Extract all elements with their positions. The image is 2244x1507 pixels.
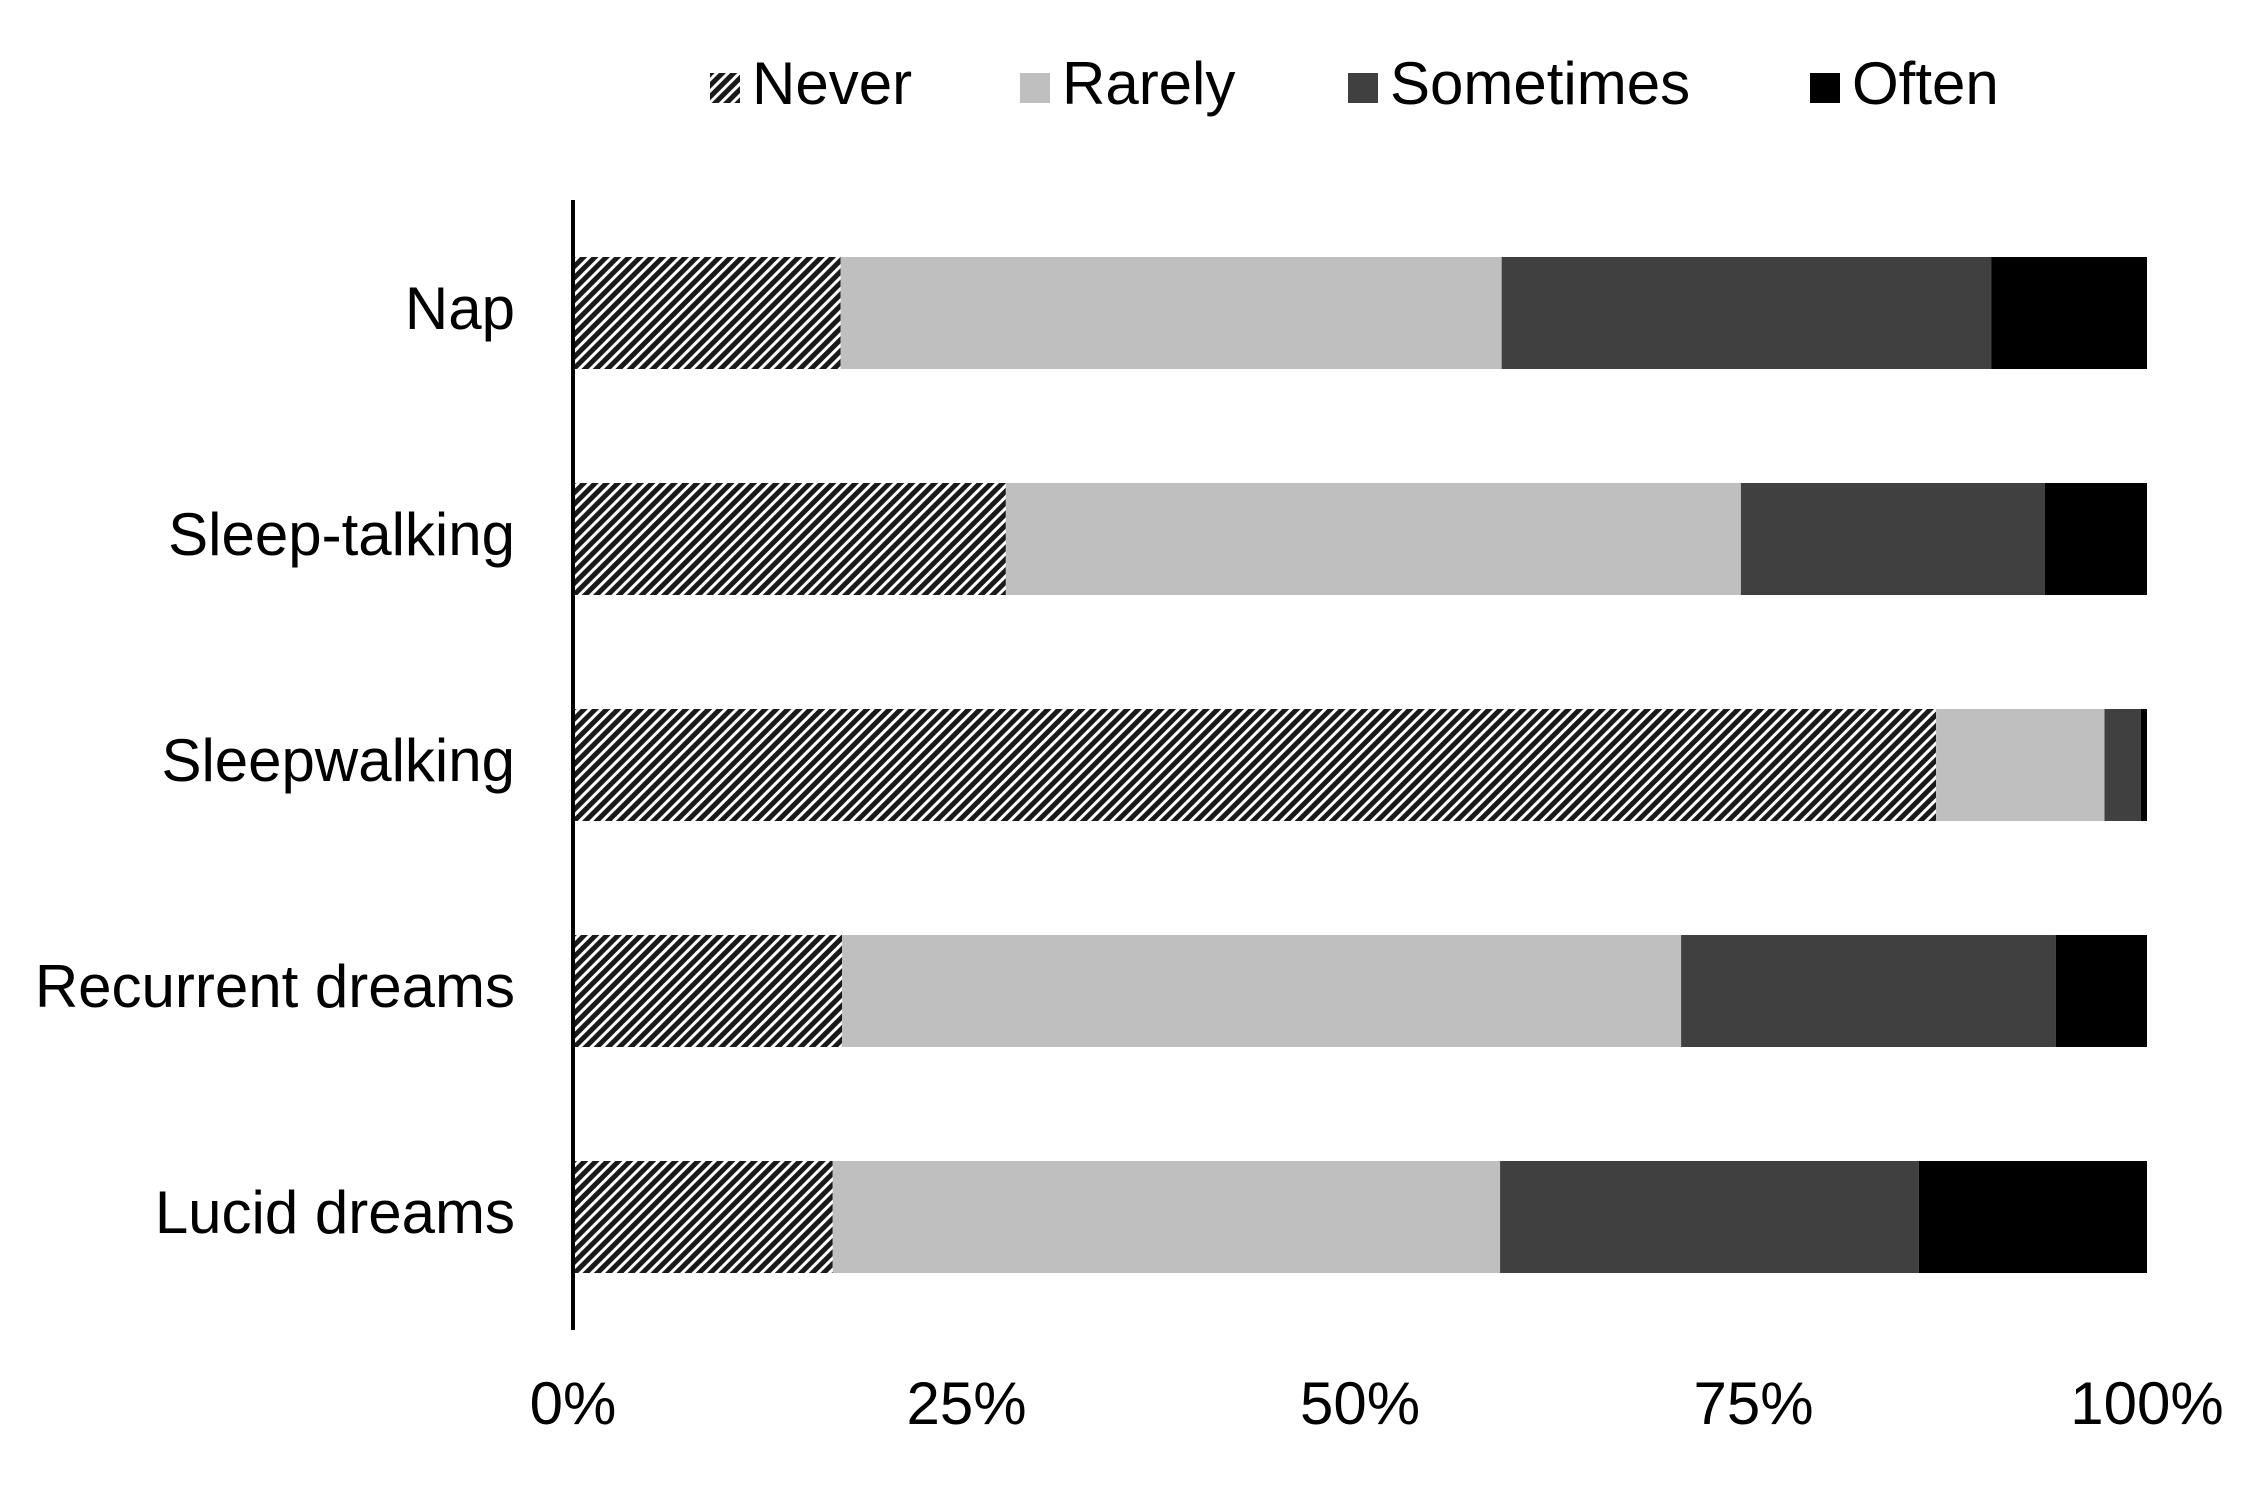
bar-segment-lucid-dreams-sometimes [1500, 1161, 1919, 1273]
bar-segment-sleep-talking-sometimes [1740, 483, 2045, 595]
legend-item-often: Often [1810, 50, 1999, 117]
bars-group: Nap Sleep-talking Sleepwalking Recurrent dr… [35, 257, 2147, 1273]
x-tick-label: 25% [906, 1370, 1026, 1437]
bar-row-recurrent-dreams: Recurrent dreams [35, 935, 2147, 1047]
bar-row-sleepwalking: Sleepwalking [161, 709, 2147, 821]
category-label: Nap [405, 275, 515, 342]
bar-segment-sleep-talking-rarely [1005, 483, 1741, 595]
x-tick-label: 100% [2070, 1370, 2223, 1437]
legend-label: Rarely [1062, 50, 1235, 117]
category-label: Recurrent dreams [35, 953, 515, 1020]
bar-row-nap: Nap [405, 257, 2147, 369]
legend-item-rarely: Rarely [1020, 50, 1235, 117]
legend-item-sometimes: Sometimes [1348, 50, 1690, 117]
bar-segment-sleep-talking-never [573, 483, 1006, 595]
legend-swatch [710, 73, 740, 103]
bar-row-lucid-dreams: Lucid dreams [155, 1161, 2147, 1273]
bar-segment-lucid-dreams-never [573, 1161, 833, 1273]
legend-swatch [1348, 73, 1378, 103]
category-label: Lucid dreams [155, 1179, 515, 1246]
bar-segment-recurrent-dreams-rarely [842, 935, 1682, 1047]
bar-segment-sleepwalking-rarely [1936, 709, 2105, 821]
category-label: Sleepwalking [161, 727, 515, 794]
bar-row-sleep-talking: Sleep-talking [168, 483, 2147, 595]
legend: Never Rarely Sometimes Often [710, 50, 1999, 117]
bar-segment-nap-rarely [840, 257, 1502, 369]
bar-segment-recurrent-dreams-often [2055, 935, 2147, 1047]
bar-segment-nap-often [1991, 257, 2147, 369]
bar-segment-nap-sometimes [1501, 257, 1992, 369]
legend-label: Often [1852, 50, 1999, 117]
x-tick-label: 0% [530, 1370, 617, 1437]
legend-label: Sometimes [1390, 50, 1690, 117]
x-tick-label: 75% [1693, 1370, 1813, 1437]
bar-segment-sleepwalking-sometimes [2104, 709, 2141, 821]
bar-segment-sleepwalking-often [2140, 709, 2147, 821]
bar-segment-recurrent-dreams-sometimes [1681, 935, 2056, 1047]
category-label: Sleep-talking [168, 501, 515, 568]
x-tick-label: 50% [1300, 1370, 1420, 1437]
legend-item-never: Never [710, 50, 912, 117]
bar-segment-sleepwalking-never [573, 709, 1937, 821]
bar-segment-sleep-talking-often [2044, 483, 2147, 595]
bar-segment-nap-never [573, 257, 841, 369]
legend-swatch [1020, 73, 1050, 103]
axes: 0% 25% 50% 75% 100% [530, 200, 2224, 1437]
bar-segment-lucid-dreams-rarely [832, 1161, 1501, 1273]
bar-segment-recurrent-dreams-never [573, 935, 843, 1047]
legend-swatch [1810, 73, 1840, 103]
legend-label: Never [752, 50, 912, 117]
bar-segment-lucid-dreams-often [1918, 1161, 2147, 1273]
